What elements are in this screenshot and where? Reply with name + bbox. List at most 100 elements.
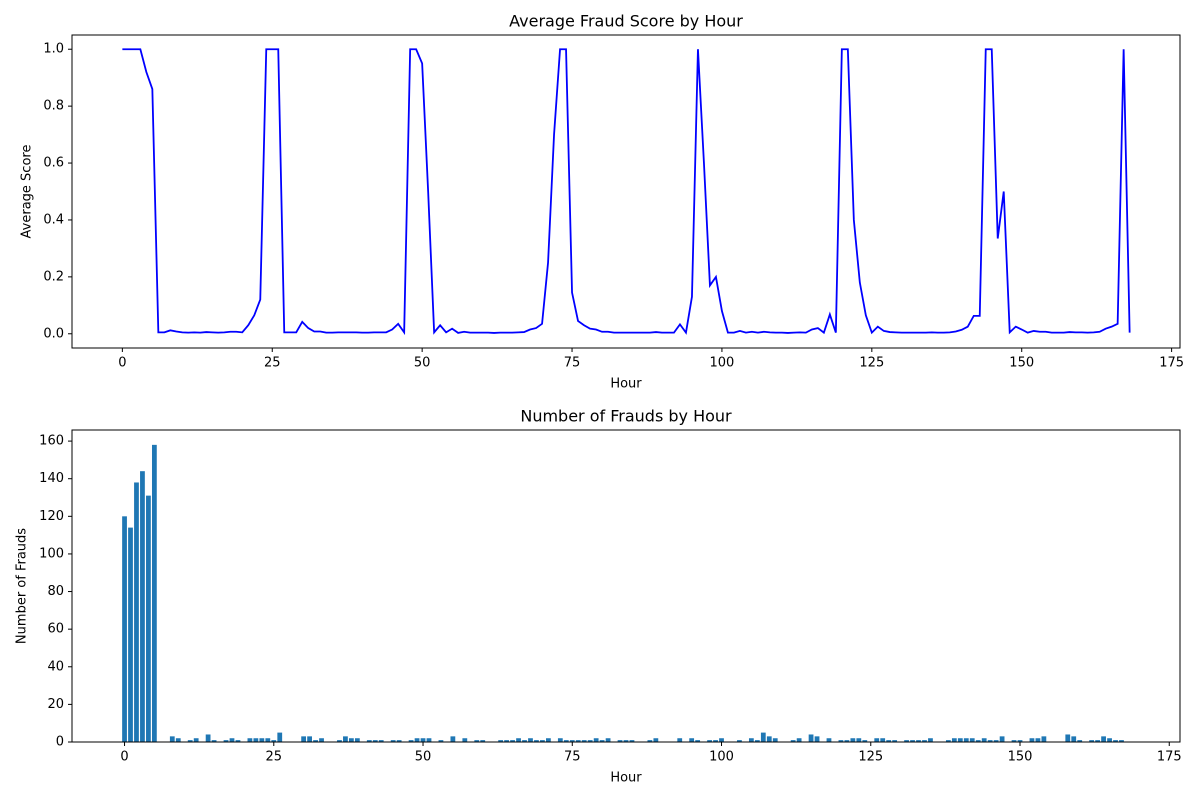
bar [569,740,575,742]
bar [844,740,850,742]
bar [1029,738,1035,742]
bar [719,738,724,742]
bar [516,738,521,742]
bar [253,738,259,742]
x-tick-label: 75 [564,356,581,371]
bar [235,740,241,742]
bar [575,740,581,742]
score-line [122,48,1131,336]
bar [605,738,611,742]
x-axis-label: Hour [610,377,642,392]
bar [904,740,909,742]
bar [1077,740,1083,742]
y-axis-label: Number of Frauds [15,528,30,644]
x-tick-label: 0 [118,356,126,371]
bar [557,738,563,742]
bar [378,740,384,742]
bar [987,740,993,742]
bar [313,740,318,742]
y-tick-label: 40 [47,659,64,674]
bar [981,738,987,742]
bar [760,732,766,742]
bar [510,740,515,742]
bar [1089,740,1095,742]
bar [146,495,151,742]
bar [223,740,229,742]
bar [993,740,999,742]
bar [689,738,695,742]
bar [229,738,235,742]
y-tick-label: 0.4 [43,212,64,227]
bar [450,736,456,742]
bar [581,740,587,742]
bar [414,738,420,742]
bar [1095,740,1101,742]
x-tick-label: 100 [710,356,735,371]
bar [737,740,742,742]
bar [1011,740,1017,742]
bar [462,738,468,742]
y-tick-label: 1.0 [43,42,64,57]
y-tick-label: 60 [47,622,64,637]
axes-frame [71,34,1181,349]
bar [420,738,426,742]
bar [301,736,307,742]
y-tick-label: 0.2 [43,269,64,284]
x-tick-label: 175 [1159,356,1184,371]
bar [140,471,145,742]
bar [366,740,372,742]
bar [796,738,802,742]
bar [390,740,396,742]
bar [534,740,539,742]
bar [754,740,760,742]
bar [713,740,718,742]
y-axis-label: Average Score [20,145,35,239]
bar [474,740,480,742]
bar [1107,738,1112,742]
bar [122,516,127,742]
bar [1041,736,1047,742]
bar [617,740,623,742]
bar [838,740,844,742]
y-tick-label: 0.6 [43,156,64,171]
bar [546,738,551,742]
y-tick-label: 120 [39,509,64,524]
y-tick-label: 0.8 [43,99,64,114]
bar [498,740,504,742]
bar [910,740,915,742]
chart-title: Number of Frauds by Hour [520,407,732,426]
bar [563,740,569,742]
bar [707,740,712,742]
x-tick-label: 150 [1009,356,1034,371]
bar [187,740,193,742]
bar [653,738,659,742]
bar [587,740,593,742]
bar [922,740,927,742]
x-tick-label: 125 [859,356,884,371]
bar [396,740,402,742]
bar [862,740,868,742]
x-axis-label: Hour [610,771,642,786]
chart-title: Average Fraud Score by Hour [509,12,743,31]
bar [951,738,957,742]
bar [343,736,348,742]
bar [522,740,527,742]
x-tick-label: 100 [709,750,734,765]
bar [480,740,486,742]
bar [277,732,283,742]
x-tick-label: 175 [1157,750,1182,765]
axes-frame [71,429,1181,743]
bar [372,740,378,742]
bar [426,738,432,742]
bar [999,736,1005,742]
y-tick-label: 80 [47,584,64,599]
bar [766,736,772,742]
x-tick-label: 75 [564,750,581,765]
x-tick-label: 25 [266,750,283,765]
bar [151,444,157,742]
bar [319,738,324,742]
bar [928,738,933,742]
x-tick-label: 50 [414,356,431,371]
